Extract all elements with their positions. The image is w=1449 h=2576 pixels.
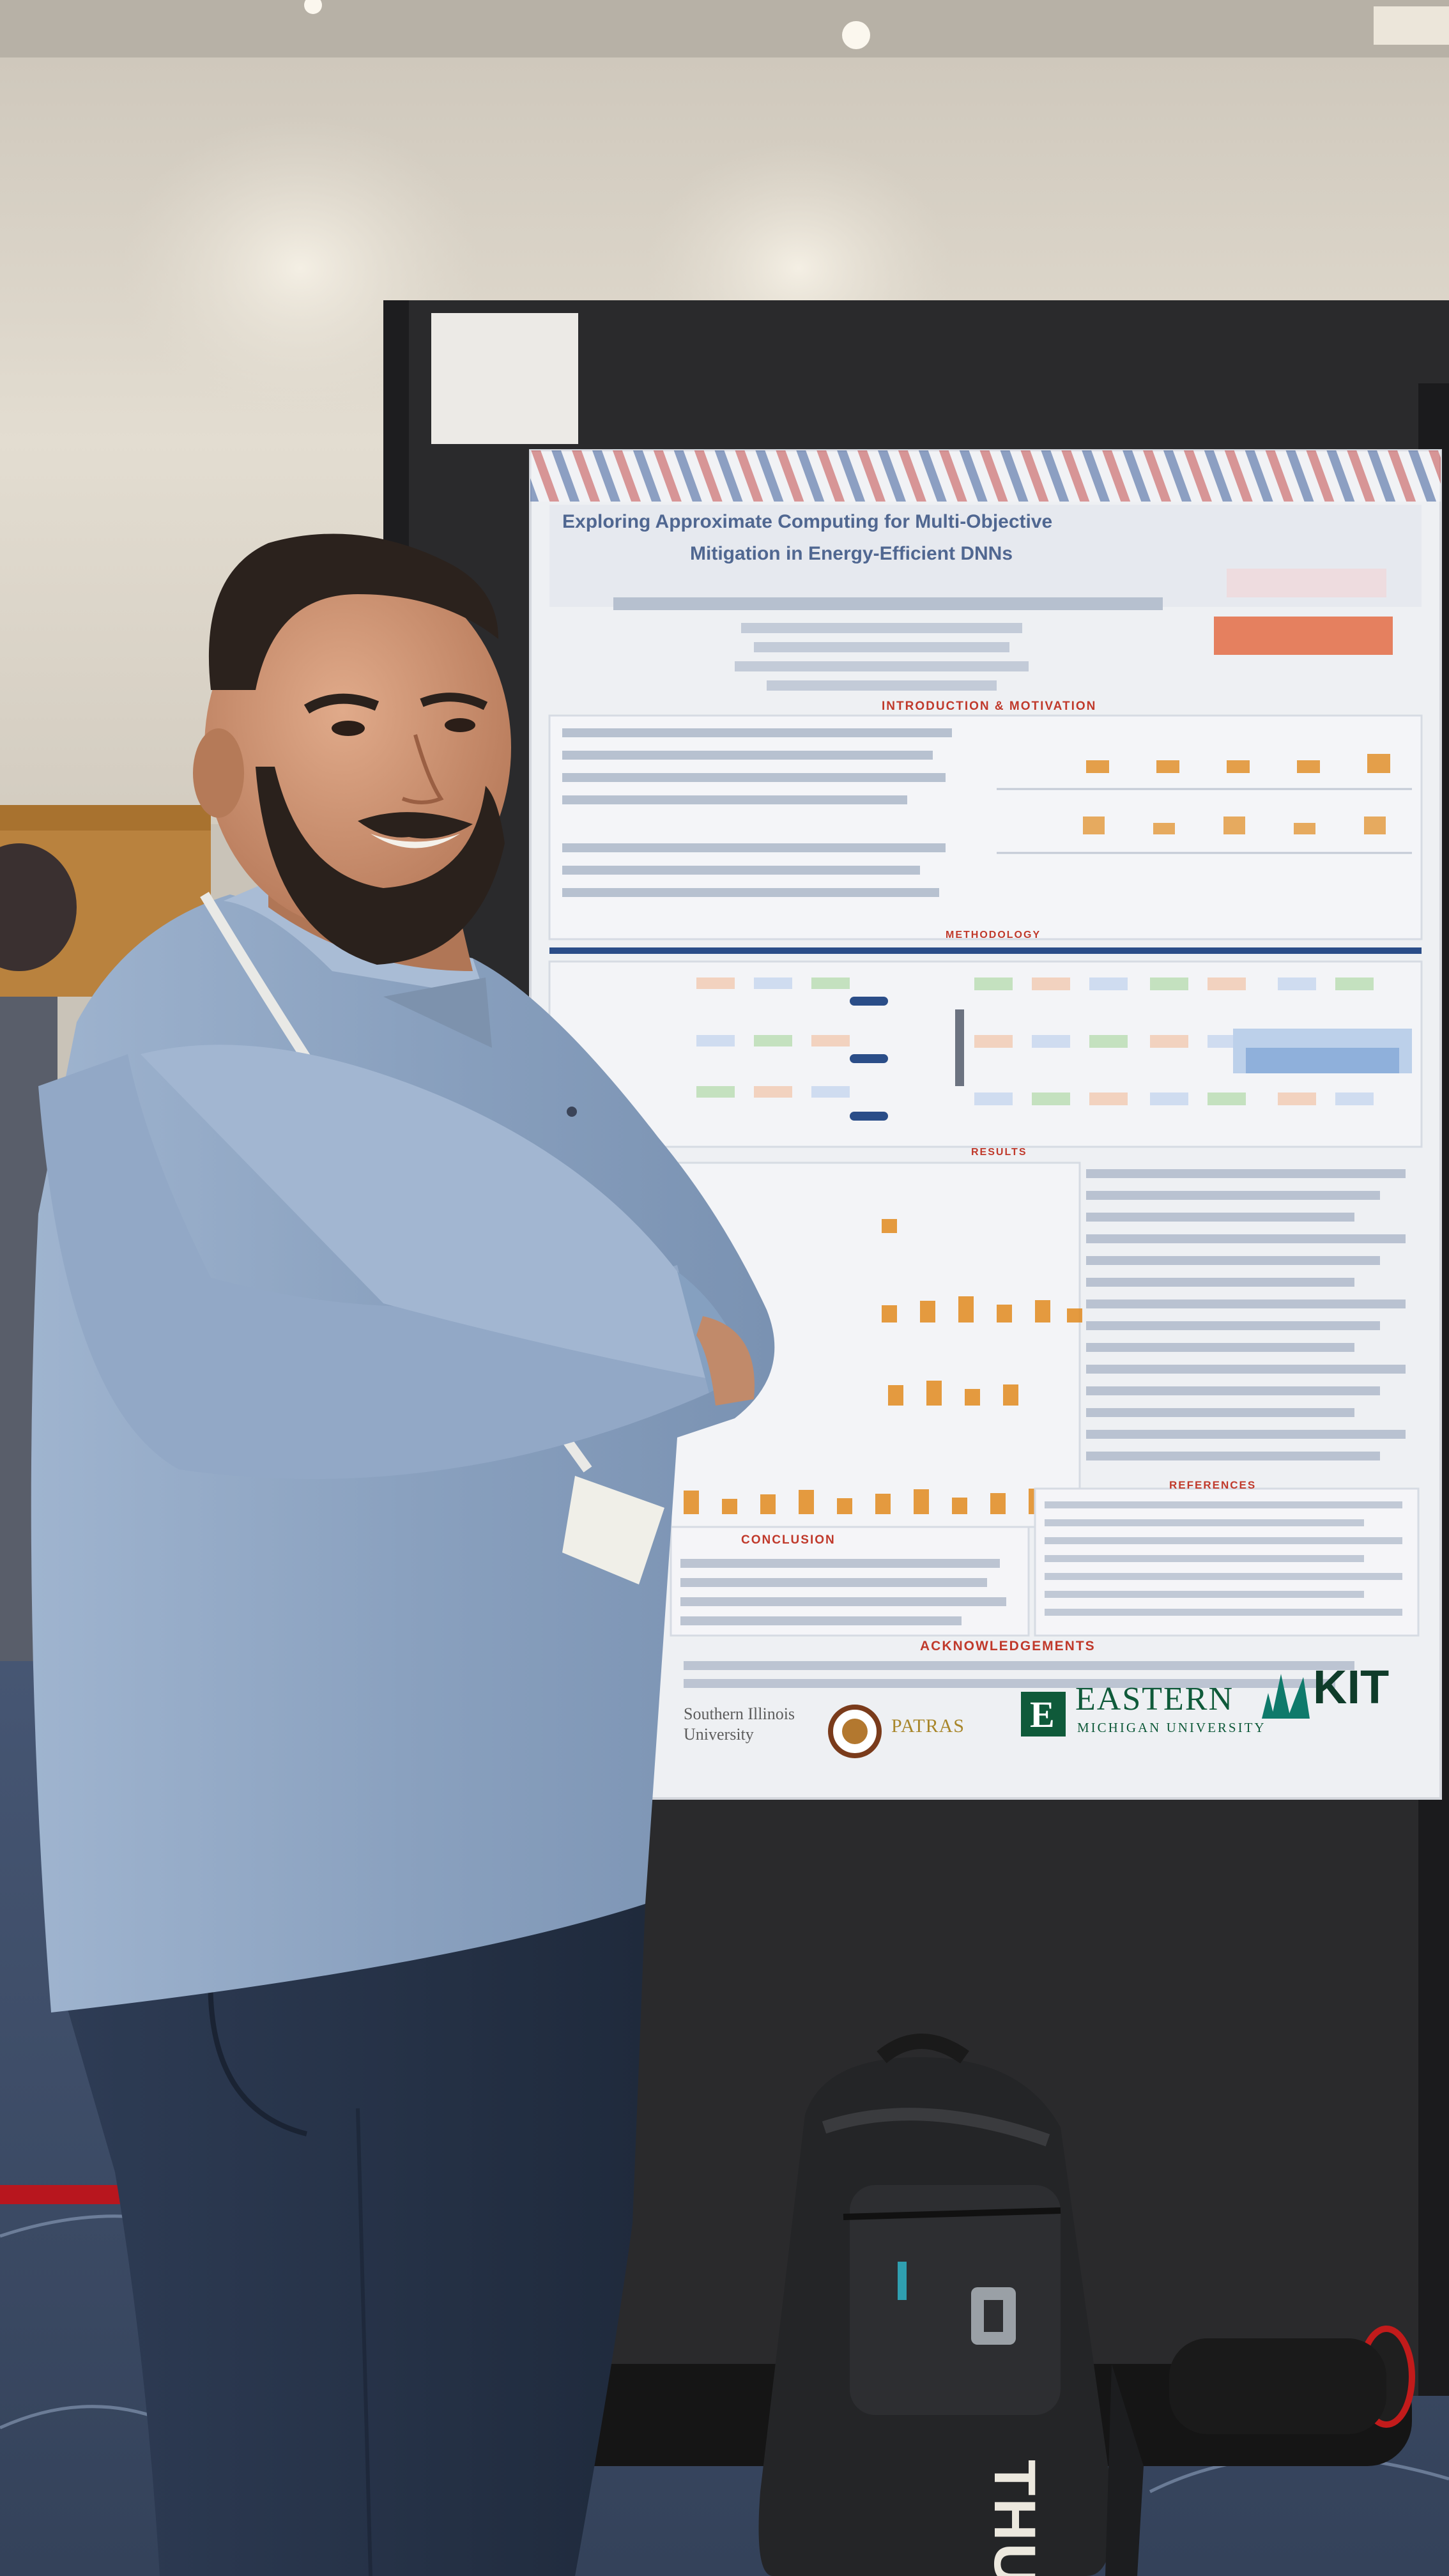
reference-line [1045,1573,1402,1580]
illinois-logo-line1: Southern Illinois [684,1705,795,1724]
method-grid-cell [1089,1092,1128,1105]
results-bar [1003,1384,1018,1406]
method-grid-cell [974,977,1013,990]
results-bar [997,1305,1012,1322]
results-text-line [1086,1452,1380,1460]
section-references-heading: REFERENCES [1169,1479,1256,1492]
results-text-line [1086,1321,1380,1330]
method-grid-cell [1032,1035,1070,1048]
method-grid-cell [1208,1092,1246,1105]
intro-chart-mark [1083,816,1105,834]
method-grid-cell [1089,1035,1128,1048]
section-method-heading: METHODOLOGY [946,930,1041,941]
results-bar [990,1493,1006,1514]
method-grid-cell [1335,977,1374,990]
eastern-logo-name: EASTERN [1075,1680,1234,1718]
method-grid-cell [696,1035,735,1046]
method-grid-cell [1089,977,1128,990]
method-grid-cell [811,1035,850,1046]
results-bar [888,1385,903,1406]
method-grid-cell [1208,977,1246,990]
section-intro-heading: INTRODUCTION & MOTIVATION [882,700,1096,714]
intro-chart-mark [1367,754,1390,773]
poster-title-line1: Exploring Approximate Computing for Mult… [562,511,1052,533]
results-bar [799,1490,814,1514]
method-grid-cell [754,977,792,989]
results-text-line [1086,1278,1354,1287]
patras-logo-text: PATRAS [891,1715,965,1737]
results-text-line [1086,1234,1406,1243]
method-grid-cell [1278,977,1316,990]
intro-chart-mark [1156,760,1179,773]
results-bar [914,1489,929,1514]
results-text-line [1086,1408,1354,1417]
kit-logo-text: KIT [1313,1660,1389,1714]
method-grid-cell [1032,1092,1070,1105]
results-bar [1035,1300,1050,1322]
results-bar [722,1499,737,1514]
results-bar [875,1494,891,1514]
results-bar [882,1219,897,1233]
poster-title-line2: Mitigation in Energy-Efficient DNNs [690,543,1013,565]
method-grid-cell [974,1035,1013,1048]
results-text-line [1086,1343,1354,1352]
results-bar [684,1491,699,1514]
method-grid-cell [1150,977,1188,990]
section-results-heading: RESULTS [971,1147,1027,1158]
reference-line [1045,1591,1364,1598]
method-grid-marker [850,997,888,1006]
reference-line [1045,1501,1402,1508]
method-grid-cell [1032,977,1070,990]
results-bar [760,1494,776,1514]
intro-chart-mark [1294,823,1315,834]
reference-line [1045,1537,1402,1544]
illinois-logo-line2: University [684,1725,754,1744]
intro-chart-mark [1364,816,1386,834]
results-bar [837,1498,852,1514]
method-grid-cell [1150,1092,1188,1105]
results-text-line [1086,1213,1354,1222]
method-grid-cell [811,1086,850,1098]
method-grid-cell [1150,1035,1188,1048]
results-bar [1067,1308,1082,1322]
results-text-line [1086,1191,1380,1200]
reference-line [1045,1609,1402,1616]
method-grid-cell [974,1092,1013,1105]
results-text-line [1086,1365,1406,1374]
results-bar [882,1305,897,1322]
method-grid-cell [696,977,735,989]
method-grid-cell [754,1035,792,1046]
eastern-logo-subtitle: MICHIGAN UNIVERSITY [1077,1720,1266,1736]
method-grid-cell [754,1086,792,1098]
intro-chart-mark [1223,816,1245,834]
method-grid-cell [811,977,850,989]
results-bar [965,1389,980,1406]
intro-chart-mark [1086,760,1109,773]
method-grid-cell [1278,1092,1316,1105]
section-ack-heading: ACKNOWLEDGEMENTS [920,1639,1096,1654]
results-text-line [1086,1430,1406,1439]
results-bar [926,1381,942,1406]
results-bar [958,1296,974,1322]
method-grid-marker [850,1112,888,1121]
backpack-brand-text: THULE [981,2460,1048,2576]
results-bar [952,1498,967,1514]
intro-chart-mark [1153,823,1175,834]
intro-chart-mark [1227,760,1250,773]
section-conclusion-heading: CONCLUSION [741,1533,836,1547]
results-text-line [1086,1169,1406,1178]
results-text-line [1086,1386,1380,1395]
method-grid-cell [1335,1092,1374,1105]
results-text-line [1086,1256,1380,1265]
results-bar [920,1301,935,1322]
intro-chart-mark [1297,760,1320,773]
reference-line [1045,1555,1364,1562]
eastern-logo-mark: E [1030,1693,1055,1736]
method-grid-marker [850,1054,888,1063]
reference-line [1045,1519,1364,1526]
method-grid-cell [696,1086,735,1098]
results-text-line [1086,1300,1406,1308]
